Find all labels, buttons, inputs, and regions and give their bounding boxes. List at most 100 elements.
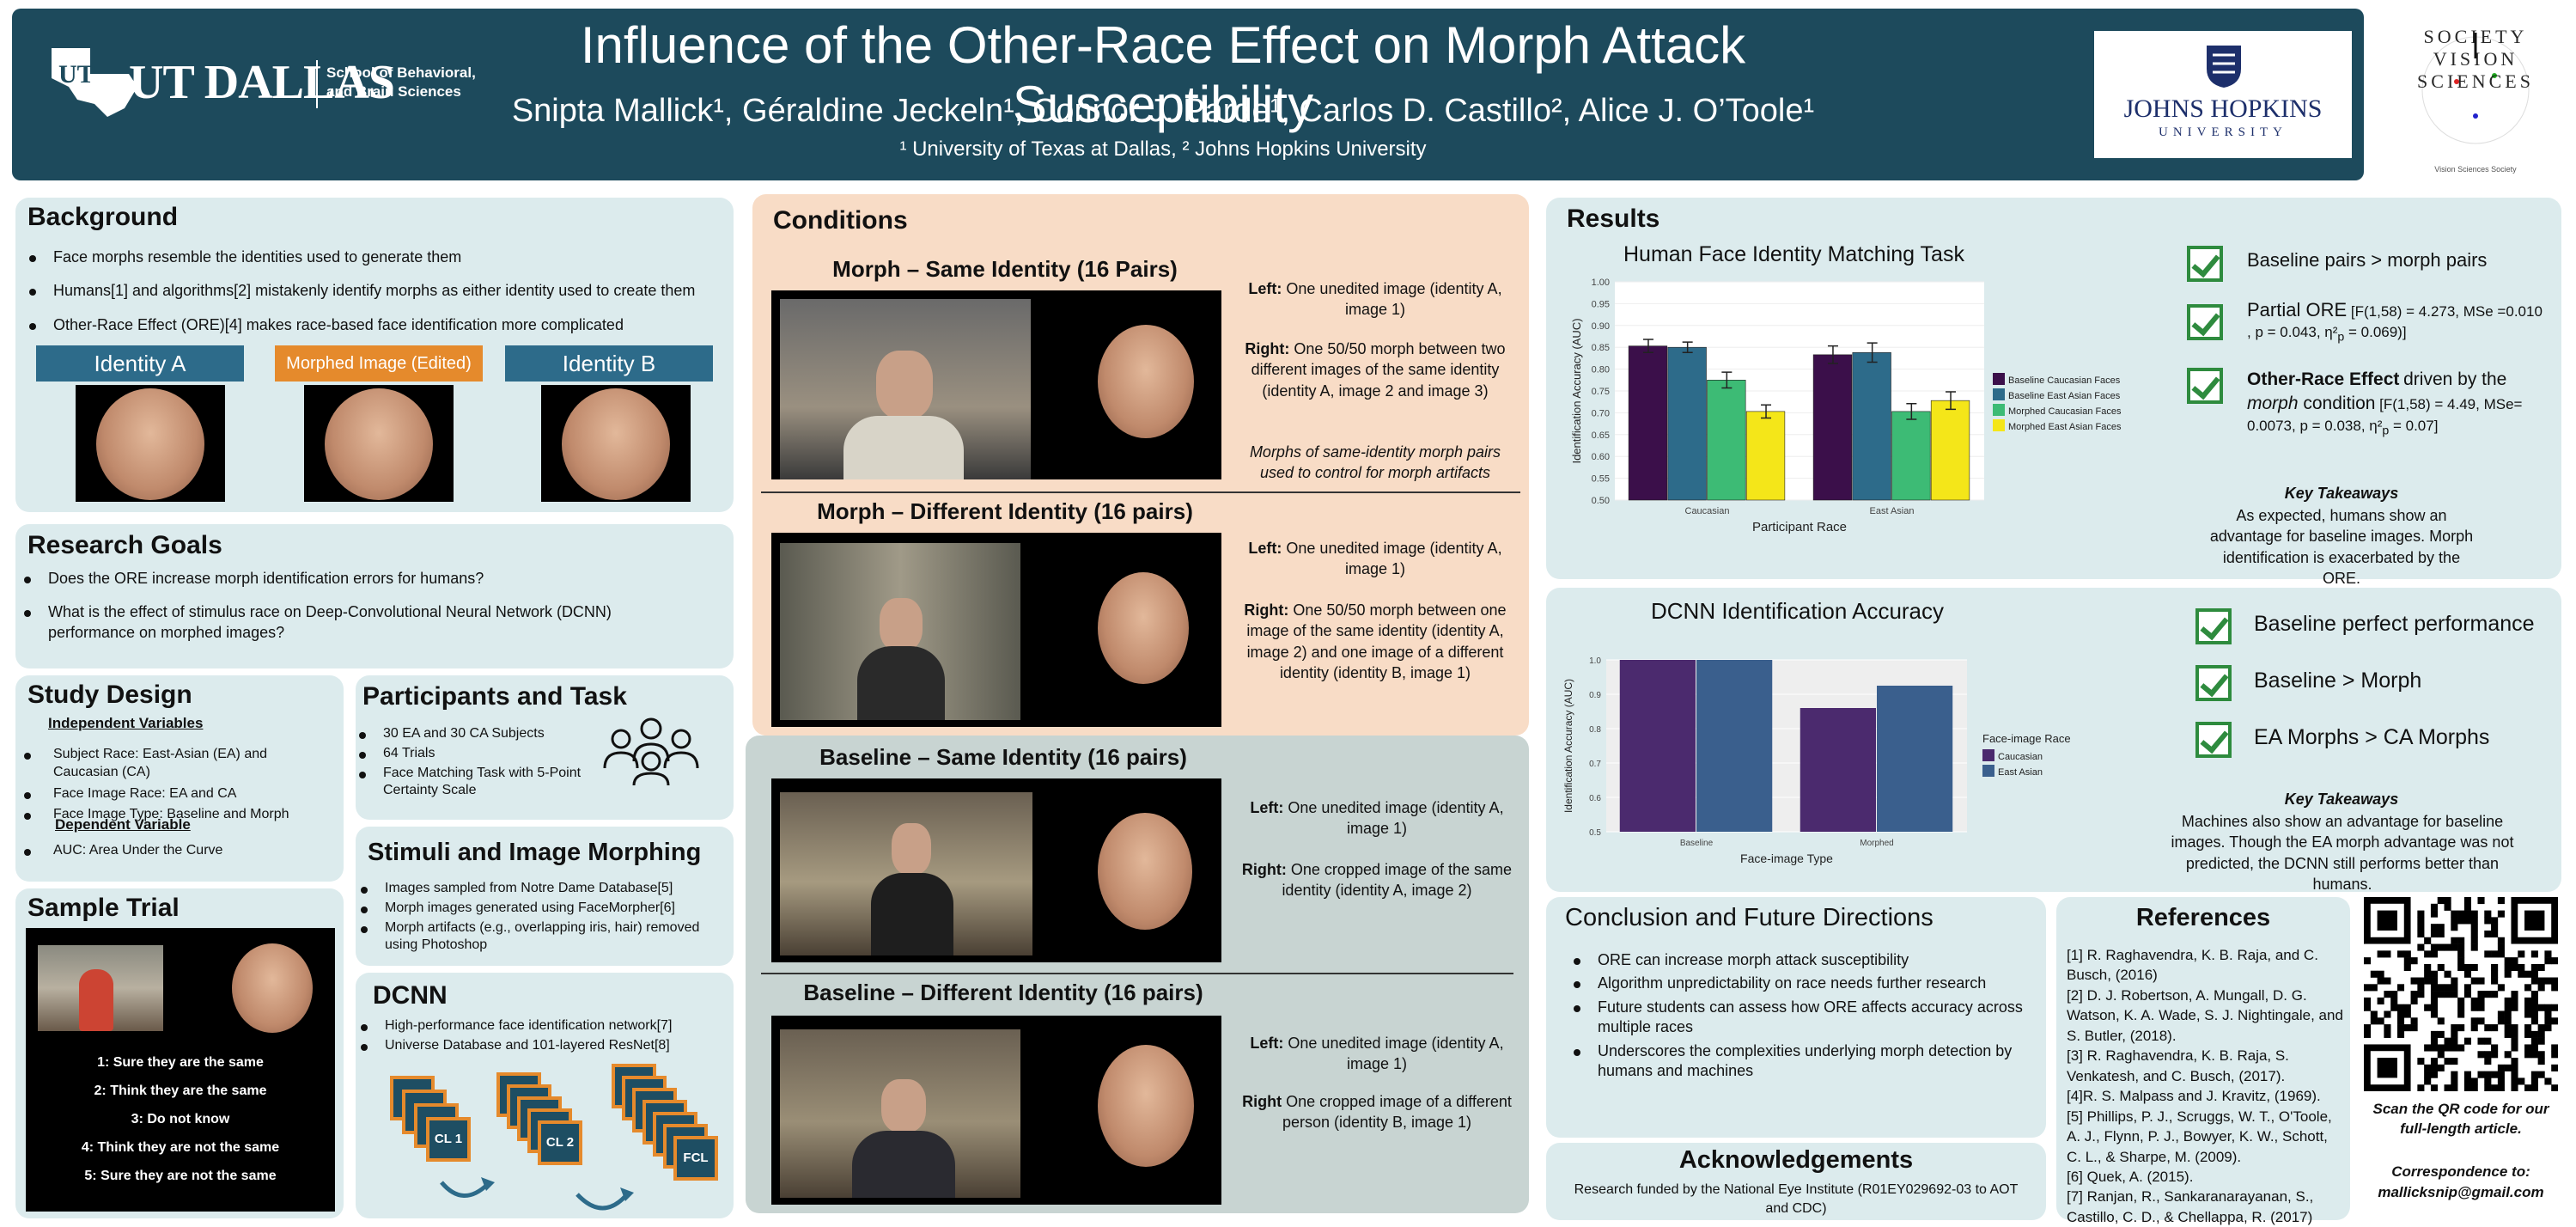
identity-b-image: [541, 385, 691, 502]
stimuli-panel: Stimuli and Image Morphing Images sample…: [356, 827, 734, 966]
ack-title: Acknowledgements: [1678, 1146, 1914, 1174]
c4-right-text: Right One cropped image of a different p…: [1242, 1093, 1512, 1132]
background-list: Face morphs resemble the identities used…: [21, 247, 725, 349]
utd-logo: UT UT DALLAS School of Behavioral, and B…: [43, 40, 490, 125]
y-tick-label: 0.70: [1592, 408, 1610, 418]
bar: [1667, 346, 1707, 501]
response-option[interactable]: 1: Sure they are the same: [97, 1055, 264, 1070]
group-icon: [603, 717, 699, 785]
chart1-title: Human Face Identity Matching Task: [1623, 242, 1964, 266]
y-tick-label: 0.55: [1592, 474, 1610, 485]
flow-arrows: [440, 1177, 634, 1211]
bar: [1619, 660, 1696, 832]
stimuli-list: Images sampled from Notre Dame Database[…: [352, 880, 722, 956]
reference-item: [5] Phillips, P. J., Scruggs, W. T., O'T…: [2067, 1108, 2332, 1165]
iv-label: Independent Variables: [48, 715, 204, 731]
affiliations: ¹ University of Texas at Dallas, ² Johns…: [899, 137, 1427, 161]
x-tick-label: Baseline: [1680, 839, 1714, 848]
c4-left-photo: [780, 1029, 1020, 1198]
legend-swatch: [1993, 404, 2005, 416]
correspondence-label: Correspondence to:: [2391, 1163, 2530, 1180]
c2-left-text: Left: One unedited image (identity A, im…: [1248, 540, 1502, 578]
list-item: What is the effect of stimulus race on D…: [15, 602, 668, 643]
jhu-logo: JOHNS HOPKINS UNIVERSITY: [2094, 31, 2352, 158]
legend-swatch: [1982, 749, 1994, 761]
results-panel: Results Human Face Identity Matching Tas…: [1546, 198, 2561, 587]
c1-right-text: Right: One 50/50 morph between two diffe…: [1245, 340, 1506, 400]
list-item: Does the ORE increase morph identificati…: [15, 569, 668, 589]
check-icon: [2195, 608, 2232, 644]
y-tick-label: 0.9: [1589, 691, 1601, 700]
dcnn-check-3: EA Morphs > CA Morphs: [2254, 725, 2490, 749]
legend-label: Caucasian: [1998, 752, 2043, 762]
sample-left-photo: [38, 945, 163, 1031]
list-item: AUC: Area Under the Curve: [15, 842, 333, 860]
jhu-shield-icon: [2207, 46, 2241, 88]
response-option[interactable]: 2: Think they are the same: [94, 1084, 267, 1098]
identity-a-image: [76, 385, 225, 502]
response-option[interactable]: 5: Sure they are not the same: [84, 1169, 277, 1183]
results-title: Results: [1567, 204, 1660, 233]
list-item: Face Image Race: EA and CA: [15, 785, 333, 803]
c4-image-pair: [771, 1016, 1221, 1205]
error-bar: [1682, 341, 1693, 354]
vss-logo: SOCIETY VISION SCIENCES Vision Sciences …: [2390, 17, 2561, 180]
c4-left-text: Left: One unedited image (identity A, im…: [1250, 1035, 1504, 1073]
list-item: Algorithm unpredictability on race needs…: [1565, 974, 2029, 993]
c3-right-face: [1098, 813, 1192, 930]
results-kt-title: Key Takeaways: [2284, 485, 2399, 502]
vss-text: SOCIETY VISION SCIENCES: [2417, 26, 2534, 92]
goals-title: Research Goals: [27, 531, 222, 559]
design-title: Study Design: [27, 681, 192, 709]
c1-image-pair: [771, 290, 1221, 479]
c3-left-photo: [780, 792, 1032, 955]
authors: Snipta Mallick¹, Géraldine Jeckeln¹, Con…: [511, 93, 1815, 129]
identity-a-label: Identity A: [36, 345, 244, 382]
error-bar: [1721, 371, 1733, 389]
response-option[interactable]: 4: Think they are not the same: [81, 1140, 280, 1155]
texas-star-icon: UT: [52, 48, 137, 117]
bar: [1800, 708, 1876, 832]
study-design-panel: Study Design Independent Variables Subje…: [15, 675, 344, 882]
legend-label: Morphed Caucasian Faces: [2008, 406, 2122, 417]
y-tick-label: 0.80: [1592, 365, 1610, 375]
list-item: Images sampled from Notre Dame Database[…: [352, 880, 722, 898]
response-option[interactable]: 3: Do not know: [131, 1112, 230, 1126]
bar: [1696, 660, 1773, 832]
dcnn-results-panel: DCNN Identification Accuracy 0.5 0.6 0.7 0.…: [1546, 588, 2561, 893]
reference-item: [1] R. Raghavendra, K. B. Raja, and C. B…: [2067, 947, 2318, 984]
dv-label: Dependent Variable: [55, 816, 191, 833]
cl1-label: CL 1: [434, 1132, 463, 1146]
list-item: Morph images generated using FaceMorpher…: [352, 900, 722, 918]
stimuli-title: Stimuli and Image Morphing: [368, 839, 702, 866]
bar: [1745, 411, 1786, 501]
qr-code[interactable]: [2364, 897, 2558, 1091]
list-item: Future students can assess how ORE affec…: [1565, 998, 2029, 1038]
c3-left-text: Left: One unedited image (identity A, im…: [1250, 799, 1504, 838]
y-tick-label: 0.6: [1589, 794, 1601, 803]
cl1-block: CL 1: [426, 1117, 471, 1162]
references-panel: References [1] R. Raghavendra, K. B. Raj…: [2056, 897, 2350, 1225]
participants-title: Participants and Task: [362, 682, 627, 711]
legend-label: Baseline East Asian Faces: [2008, 391, 2121, 401]
identity-b-label: Identity B: [505, 345, 713, 382]
result-check-3: Other-Race Effect driven by the morph co…: [2247, 369, 2523, 438]
correspondence-email[interactable]: mallicksnip@gmail.com: [2378, 1184, 2544, 1200]
dcnn-chart-title: DCNN Identification Accuracy: [1651, 598, 1945, 624]
fcl-block: FCL: [673, 1136, 718, 1181]
iv-list: Subject Race: East-Asian (EA) and Caucas…: [15, 746, 333, 827]
jhu-sub: UNIVERSITY: [2159, 125, 2287, 139]
sample-right-face: [232, 943, 313, 1033]
c1-title: Morph – Same Identity (16 Pairs): [832, 256, 1178, 282]
ack-text: Research funded by the National Eye Inst…: [1574, 1182, 2019, 1216]
c2-title: Morph – Different Identity (16 pairs): [817, 498, 1193, 524]
dcnn-accuracy-chart: 0.5 0.6 0.7 0.8 0.9 1.0 Baseline Morphed Face-im…: [1562, 656, 2071, 865]
check-icon: [2187, 246, 2223, 282]
list-item: Universe Database and 101-layered ResNet…: [352, 1037, 722, 1055]
reference-item: [7] Ranjan, R., Sankaranarayanan, S., Ca…: [2067, 1188, 2314, 1225]
bar: [1852, 351, 1891, 501]
y-tick-label: 0.5: [1589, 828, 1601, 838]
list-item: Face Image Type: Baseline and Morph: [15, 806, 333, 824]
vss-small-text: Vision Sciences Society: [2434, 165, 2517, 174]
y-tick-label: 1.00: [1592, 278, 1610, 288]
